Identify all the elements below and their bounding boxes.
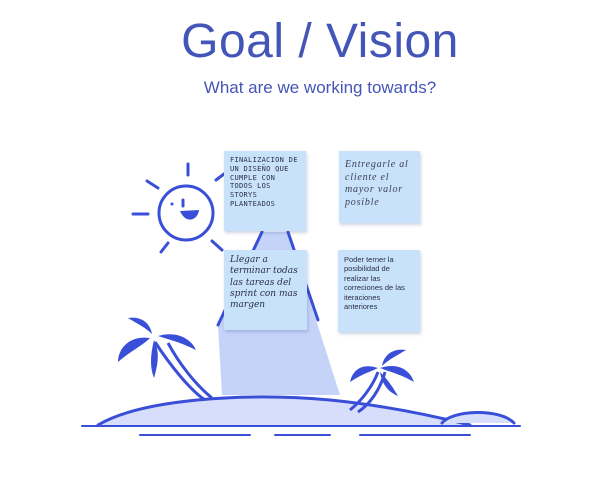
- palm-tree-left: [118, 317, 213, 402]
- page-subtitle: What are we working towards?: [203, 78, 437, 97]
- sticky-note[interactable]: Llegar a terminar todas las tareas del s…: [224, 250, 307, 330]
- palm-tree-right: [349, 349, 414, 414]
- sticky-note[interactable]: Entregarle al cliente el mayor valor pos…: [339, 151, 420, 223]
- island: [98, 397, 470, 425]
- sticky-note[interactable]: Poder terner la posibilidad de realizar …: [338, 250, 420, 332]
- water-lines: [81, 425, 521, 436]
- page-title: Goal / Vision: [181, 15, 459, 68]
- sticky-note[interactable]: Finalizacion de un diseño que cumple con…: [224, 151, 306, 231]
- sun-icon: [131, 162, 226, 254]
